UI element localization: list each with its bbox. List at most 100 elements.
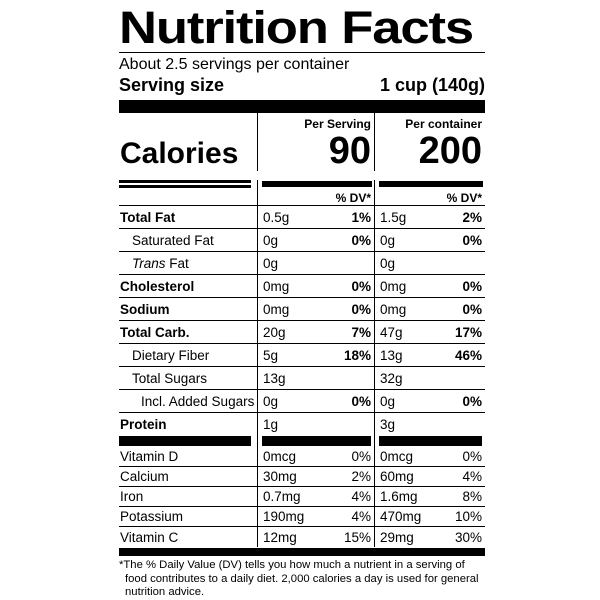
thick-separator-bar-top bbox=[119, 100, 485, 113]
per-serving-cell: 0mg 0% bbox=[257, 275, 374, 297]
nutrient-amount-serving: 20g bbox=[263, 324, 286, 340]
label-title: Nutrition Facts bbox=[119, 2, 474, 53]
per-container-cell: 0mg 0% bbox=[374, 275, 485, 297]
vitamin-name: Calcium bbox=[120, 469, 169, 484]
nutrient-row-sodium: Sodium 0mg 0% 0mg 0% bbox=[119, 298, 485, 321]
nutrient-amount-container: 13g bbox=[380, 347, 403, 363]
nutrient-row-total-carb: Total Carb. 20g 7% 47g 17% bbox=[119, 321, 485, 344]
nutrient-name-cell: Sodium bbox=[119, 302, 257, 317]
per-serving-cell: 0mg 0% bbox=[257, 298, 374, 320]
vitamin-dv-serving: 4% bbox=[351, 489, 371, 504]
vitamin-name: Vitamin D bbox=[120, 449, 179, 464]
vitamin-amount-serving: 30mg bbox=[263, 469, 297, 484]
per-serving-cell: 20g 7% bbox=[257, 321, 374, 343]
nutrient-dv-serving: 0% bbox=[351, 278, 371, 294]
nutrient-name: Cholesterol bbox=[120, 278, 195, 294]
thick-separator-bar-mid bbox=[119, 436, 485, 447]
vitamin-amount-serving: 12mg bbox=[263, 529, 297, 545]
nutrient-amount-serving: 5g bbox=[263, 347, 279, 363]
title-divider-line bbox=[119, 52, 485, 53]
vitamin-name-cell: Calcium bbox=[119, 469, 257, 484]
mid-bar-segment-cell bbox=[119, 436, 257, 447]
nutrient-dv-serving: 0% bbox=[351, 393, 371, 409]
vitamin-row-iron: Iron 0.7mg 4% 1.6mg 8% bbox=[119, 487, 485, 507]
nutrient-amount-container: 0mg bbox=[380, 278, 407, 294]
nutrient-amount-container: 47g bbox=[380, 324, 403, 340]
container-underline-bar bbox=[379, 181, 483, 187]
vitamin-name-cell: Potassium bbox=[119, 509, 257, 524]
nutrient-row-protein: Protein 1g 3g bbox=[119, 413, 485, 436]
serving-underline-cell bbox=[257, 180, 374, 188]
nutrient-dv-container: 2% bbox=[462, 209, 482, 225]
nutrient-name: Total Sugars bbox=[132, 370, 208, 386]
per-container-header: Per container bbox=[374, 113, 485, 131]
nutrient-name: Total Carb. bbox=[120, 324, 190, 340]
per-serving-cell: 0.5g 1% bbox=[257, 206, 374, 228]
nutrient-amount-serving: 0.5g bbox=[263, 209, 290, 225]
mid-bar-segment-cell bbox=[257, 436, 374, 447]
nutrient-row-total-sugars: Total Sugars 13g 32g bbox=[119, 367, 485, 390]
per-container-cell: 0mcg 0% bbox=[374, 447, 485, 466]
vitamin-row-vitamin-c: Vitamin C 12mg 15% 29mg 30% bbox=[119, 527, 485, 547]
nutrient-name: Protein bbox=[120, 417, 167, 432]
nutrient-name-cell: Dietary Fiber bbox=[119, 348, 257, 363]
nutrient-row-added-sugars: Incl. Added Sugars 0g 0% 0g 0% bbox=[119, 390, 485, 413]
nutrient-name: Total Fat bbox=[120, 209, 176, 225]
vitamin-name: Vitamin C bbox=[120, 529, 179, 545]
nutrient-amount-container: 0g bbox=[380, 255, 396, 271]
per-serving-cell: 5g 18% bbox=[257, 344, 374, 366]
nutrient-dv-container: 0% bbox=[462, 278, 482, 294]
vitamin-amount-serving: 190mg bbox=[263, 509, 305, 524]
nutrient-name: Incl. Added Sugars bbox=[141, 393, 255, 409]
per-serving-header: Per Serving bbox=[257, 113, 374, 131]
nutrient-name: Dietary Fiber bbox=[132, 347, 210, 363]
nutrient-dv-serving: 0% bbox=[351, 232, 371, 248]
vitamin-row-calcium: Calcium 30mg 2% 60mg 4% bbox=[119, 467, 485, 487]
vitamin-dv-container: 10% bbox=[454, 509, 482, 524]
calories-label: Calories bbox=[120, 137, 239, 170]
thick-separator-bar-bottom bbox=[119, 548, 485, 556]
mid-bar-segment bbox=[119, 436, 251, 446]
nutrient-dv-container: 0% bbox=[462, 301, 482, 317]
nutrient-name-cell: Total Sugars bbox=[119, 371, 257, 386]
nutrient-name-cell: Cholesterol bbox=[119, 279, 257, 294]
per-container-cell: 0g 0% bbox=[374, 390, 485, 412]
vitamin-amount-container: 0mcg bbox=[380, 449, 414, 464]
nutrient-row-trans-fat: Trans Fat 0g 0g bbox=[119, 252, 485, 275]
vitamin-amount-container: 1.6mg bbox=[380, 489, 418, 504]
serving-size-value: 1 cup (140g) bbox=[379, 75, 485, 95]
per-serving-cell: 1g bbox=[257, 413, 374, 436]
nutrient-name-cell: Trans Fat bbox=[119, 256, 257, 271]
calories-double-rule-cell bbox=[119, 180, 257, 188]
nutrition-facts-label: Nutrition Facts About 2.5 servings per c… bbox=[119, 2, 485, 600]
per-container-cell: 47g 17% bbox=[374, 321, 485, 343]
vitamin-name-cell: Iron bbox=[119, 489, 257, 504]
nutrient-name: Sodium bbox=[120, 301, 170, 317]
footnote: *The % Daily Value (DV) tells you how mu… bbox=[119, 559, 479, 598]
vitamin-dv-serving: 15% bbox=[343, 529, 371, 545]
nutrient-amount-container: 32g bbox=[380, 370, 403, 386]
nutrient-amount-serving: 0g bbox=[263, 255, 279, 271]
per-container-cell: 0g bbox=[374, 252, 485, 274]
nutrient-dv-container: 46% bbox=[454, 347, 482, 363]
nutrient-name-cell: Protein bbox=[119, 417, 257, 432]
mid-bar-segment-cell bbox=[374, 436, 485, 447]
calories-underline-row bbox=[119, 180, 485, 188]
dv-header-spacer bbox=[119, 188, 257, 205]
nutrient-dv-serving: 7% bbox=[351, 324, 371, 340]
nutrient-dv-container: 17% bbox=[454, 324, 482, 340]
nutrient-name-italic: Trans bbox=[132, 255, 166, 271]
vitamin-dv-serving: 0% bbox=[351, 449, 371, 464]
mid-bar-segment bbox=[379, 436, 482, 446]
per-container-cell: 13g 46% bbox=[374, 344, 485, 366]
calories-double-rule bbox=[119, 180, 251, 188]
per-container-cell: 32g bbox=[374, 367, 485, 389]
per-container-cell: 0mg 0% bbox=[374, 298, 485, 320]
vitamin-dv-serving: 4% bbox=[351, 509, 371, 524]
nutrient-row-dietary-fiber: Dietary Fiber 5g 18% 13g 46% bbox=[119, 344, 485, 367]
nutrient-row-cholesterol: Cholesterol 0mg 0% 0mg 0% bbox=[119, 275, 485, 298]
nutrient-amount-serving: 13g bbox=[263, 370, 286, 386]
nutrient-dv-serving: 0% bbox=[351, 301, 371, 317]
container-underline-cell bbox=[374, 180, 485, 188]
servings-per-container: About 2.5 servings per container bbox=[119, 56, 350, 73]
